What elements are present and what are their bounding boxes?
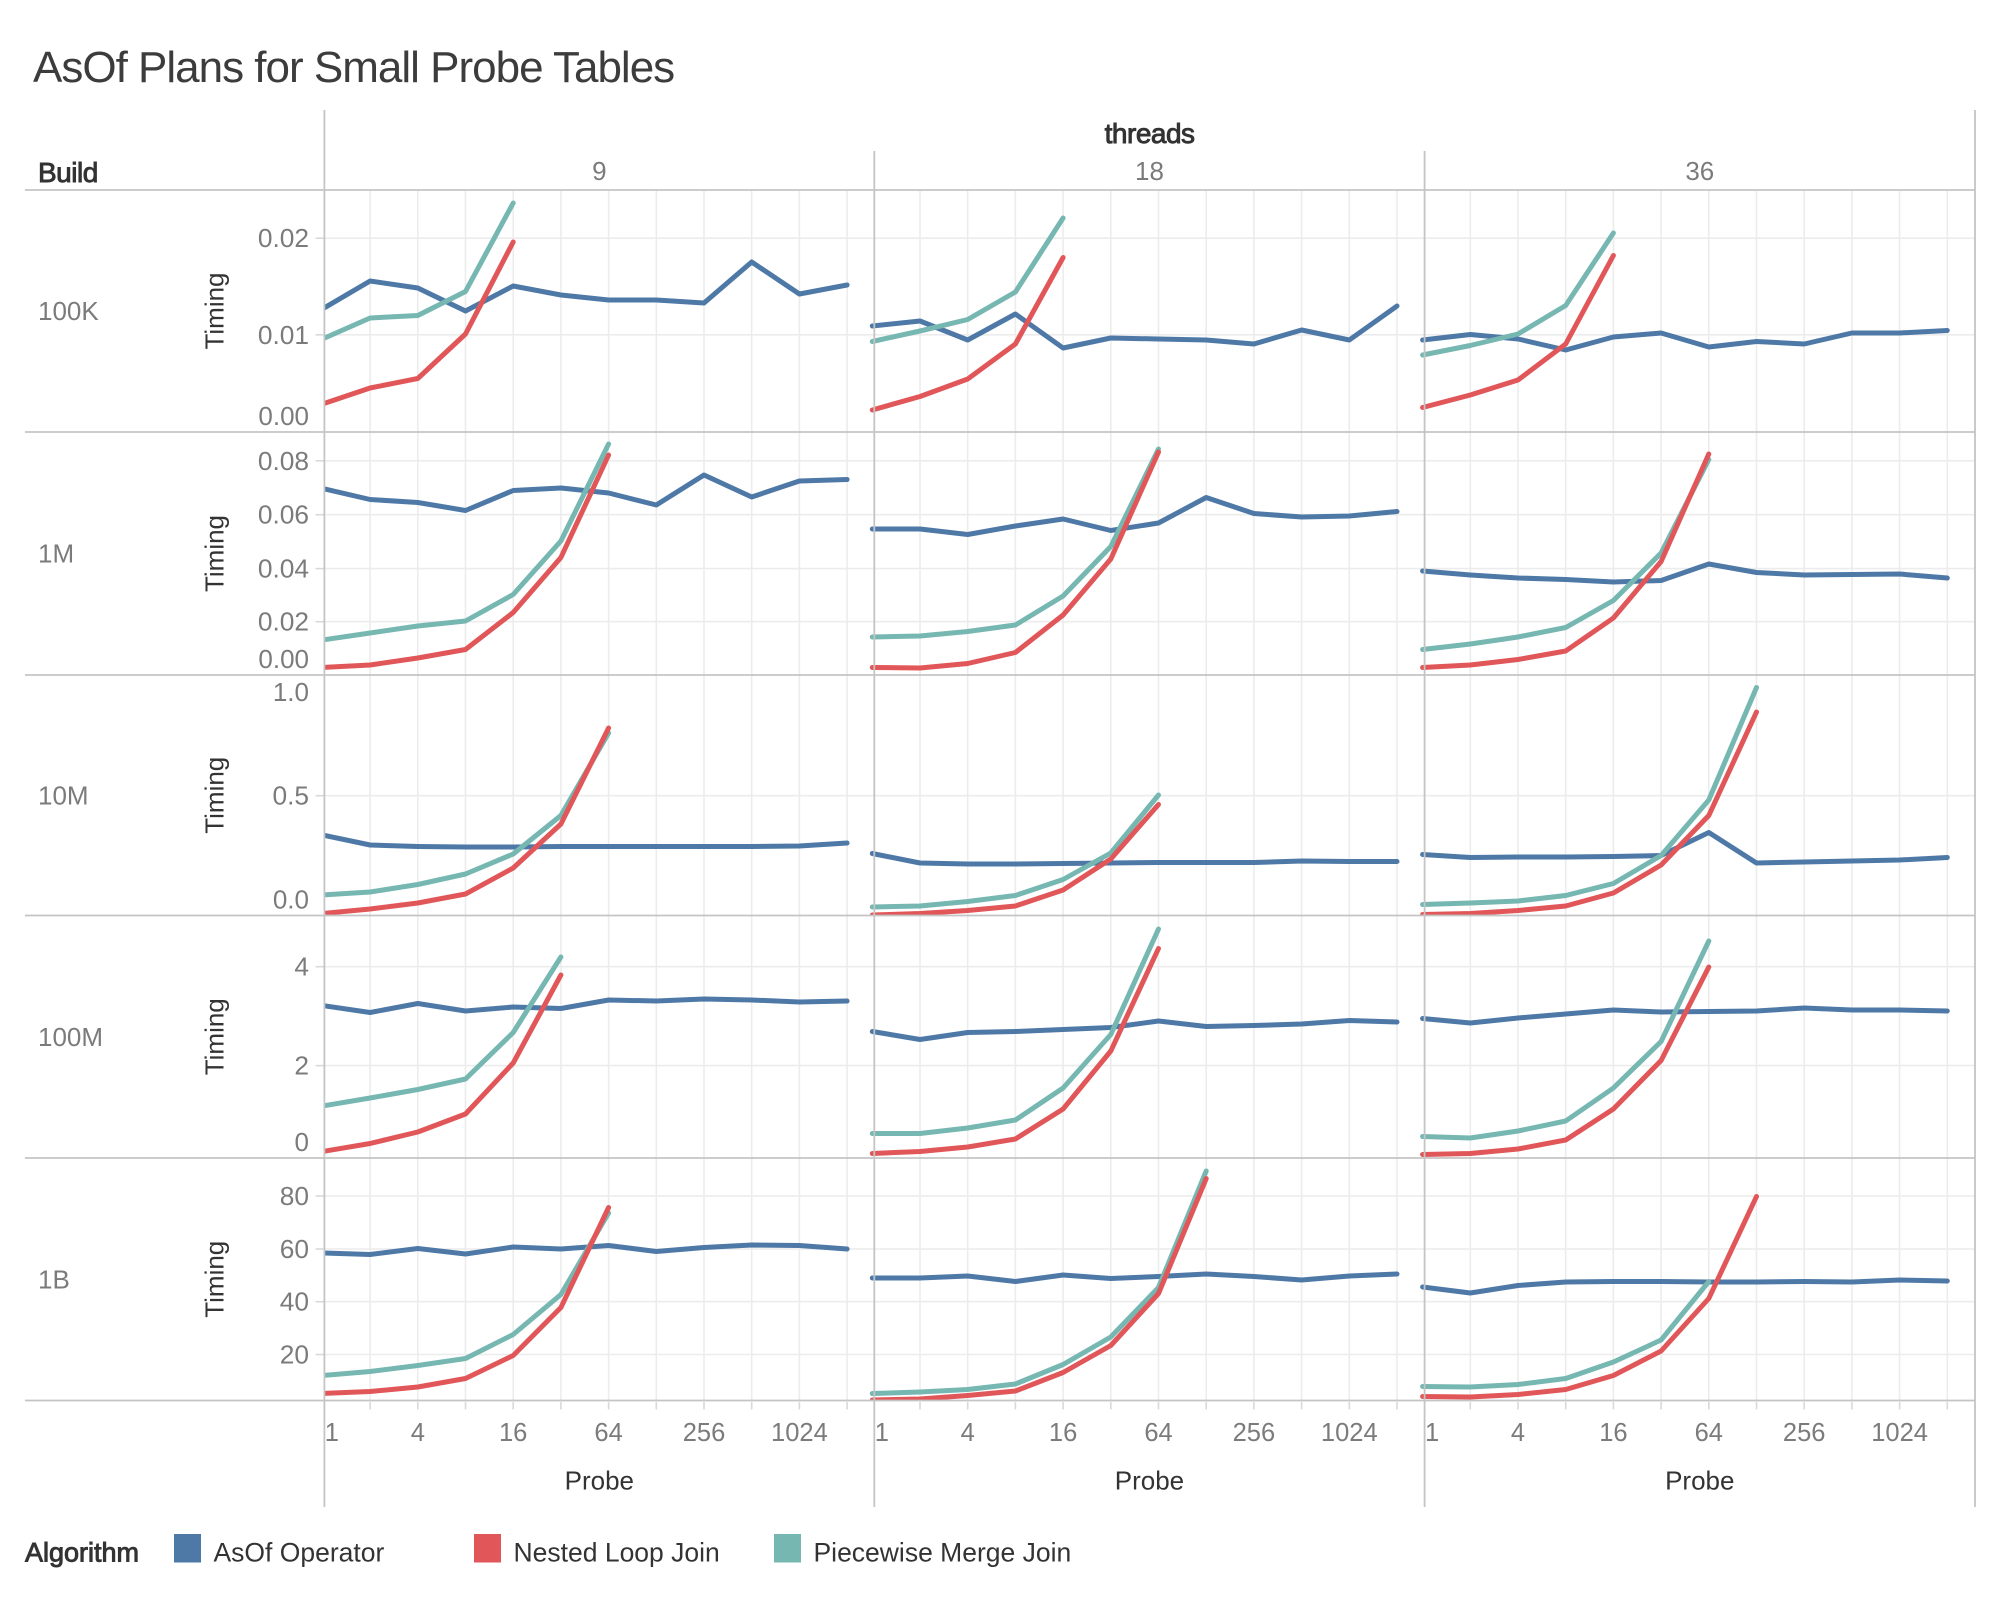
svg-text:Probe: Probe <box>1115 1466 1184 1496</box>
svg-text:2: 2 <box>294 1051 309 1081</box>
svg-text:1024: 1024 <box>1871 1419 1928 1447</box>
svg-text:100M: 100M <box>38 1022 103 1052</box>
svg-text:0.06: 0.06 <box>258 500 309 530</box>
svg-text:0.01: 0.01 <box>258 320 309 350</box>
svg-text:Nested Loop Join: Nested Loop Join <box>514 1538 720 1568</box>
svg-text:Probe: Probe <box>565 1466 634 1496</box>
svg-text:64: 64 <box>1695 1419 1723 1447</box>
svg-text:256: 256 <box>683 1419 726 1447</box>
svg-text:60: 60 <box>280 1234 309 1264</box>
svg-text:10M: 10M <box>38 780 89 810</box>
svg-text:AsOf Operator: AsOf Operator <box>214 1538 385 1568</box>
svg-text:80: 80 <box>280 1181 309 1211</box>
svg-text:256: 256 <box>1233 1419 1276 1447</box>
svg-text:1.0: 1.0 <box>273 677 309 707</box>
svg-text:0.02: 0.02 <box>258 223 309 253</box>
svg-text:9: 9 <box>592 156 606 186</box>
svg-text:16: 16 <box>1049 1419 1077 1447</box>
svg-text:100K: 100K <box>38 296 99 326</box>
svg-text:18: 18 <box>1135 156 1164 186</box>
svg-text:0: 0 <box>295 1127 309 1157</box>
svg-text:16: 16 <box>499 1419 527 1447</box>
svg-text:AsOf Plans for Small Probe Tab: AsOf Plans for Small Probe Tables <box>33 43 674 92</box>
svg-text:64: 64 <box>1144 1419 1172 1447</box>
svg-text:threads: threads <box>1105 118 1195 149</box>
svg-text:20: 20 <box>280 1340 309 1370</box>
svg-text:0.04: 0.04 <box>258 554 309 584</box>
svg-text:1: 1 <box>325 1419 339 1447</box>
svg-text:Algorithm: Algorithm <box>25 1538 139 1568</box>
svg-text:4: 4 <box>1511 1419 1525 1447</box>
svg-text:40: 40 <box>280 1287 309 1317</box>
svg-text:Timing: Timing <box>200 757 230 834</box>
svg-text:1B: 1B <box>38 1264 70 1294</box>
svg-text:0.02: 0.02 <box>258 607 309 637</box>
svg-text:Probe: Probe <box>1665 1466 1734 1496</box>
svg-text:1024: 1024 <box>1321 1419 1378 1447</box>
svg-text:64: 64 <box>594 1419 622 1447</box>
svg-text:0.00: 0.00 <box>258 401 309 431</box>
svg-text:Timing: Timing <box>200 272 230 349</box>
svg-text:0.08: 0.08 <box>258 446 309 476</box>
svg-text:Timing: Timing <box>200 515 230 592</box>
svg-text:1M: 1M <box>38 539 74 569</box>
svg-text:36: 36 <box>1685 156 1714 186</box>
svg-text:Timing: Timing <box>200 998 230 1075</box>
svg-text:0.00: 0.00 <box>258 644 309 674</box>
svg-text:4: 4 <box>961 1419 975 1447</box>
svg-text:Build: Build <box>38 157 98 188</box>
svg-text:4: 4 <box>411 1419 425 1447</box>
svg-text:0.5: 0.5 <box>272 781 309 811</box>
svg-text:16: 16 <box>1599 1419 1627 1447</box>
svg-text:Timing: Timing <box>200 1241 230 1318</box>
svg-text:1: 1 <box>875 1419 889 1447</box>
svg-text:4: 4 <box>294 952 309 982</box>
svg-text:1024: 1024 <box>771 1419 828 1447</box>
svg-text:Piecewise Merge Join: Piecewise Merge Join <box>814 1538 1072 1568</box>
svg-text:256: 256 <box>1783 1419 1826 1447</box>
svg-text:0.0: 0.0 <box>273 885 309 915</box>
svg-text:1: 1 <box>1425 1419 1439 1447</box>
